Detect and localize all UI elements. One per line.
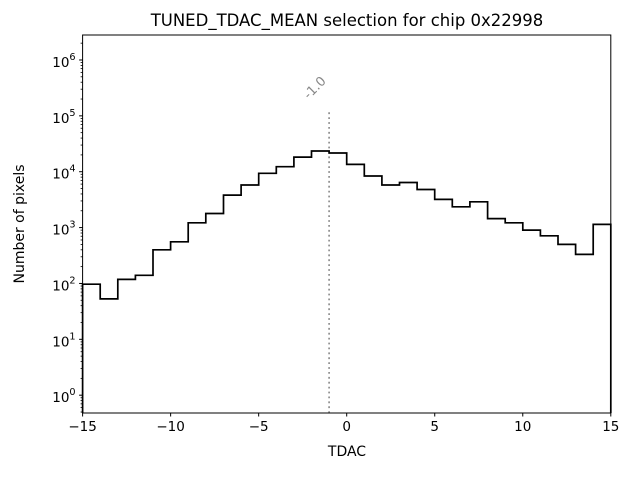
y-axis-label: Number of pixels <box>12 164 28 284</box>
x-tick-label: −15 <box>68 419 97 435</box>
y-tick-label: 104 <box>52 164 75 183</box>
histogram-step-line <box>81 150 612 413</box>
x-tick-label: 15 <box>602 419 619 435</box>
x-tick-label: 5 <box>430 419 439 435</box>
y-tick-label: 103 <box>52 220 75 239</box>
axes-spines <box>82 34 612 414</box>
x-tick-label: 10 <box>514 419 531 435</box>
y-tick-label: 105 <box>52 108 75 127</box>
y-tick-label: 101 <box>52 331 75 350</box>
x-tick-label: −10 <box>156 419 185 435</box>
x-axis-label: TDAC <box>327 444 367 460</box>
x-tick-label: −5 <box>249 419 269 435</box>
chart-title: TUNED_TDAC_MEAN selection for chip 0x229… <box>150 11 544 30</box>
y-tick-label: 106 <box>52 52 75 71</box>
y-tick-label: 102 <box>52 275 75 294</box>
y-tick-label: 100 <box>52 387 75 406</box>
x-tick-label: 0 <box>342 419 351 435</box>
